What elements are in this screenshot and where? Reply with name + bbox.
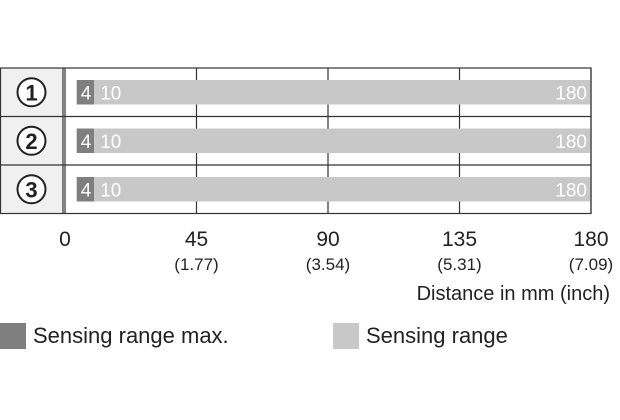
label-range-end-row-3: 180 xyxy=(555,180,587,201)
bar-range-row-3 xyxy=(94,177,591,202)
label-max-start-row-3: 4 xyxy=(81,180,92,201)
legend-item-sensing-range: Sensing range xyxy=(333,322,508,350)
legend-swatch-sensing-range xyxy=(333,323,359,349)
category-circle-3 xyxy=(16,174,47,205)
label-range-start-row-1: 10 xyxy=(100,83,121,104)
label-range-start-row-2: 10 xyxy=(100,132,121,153)
x-tick-label-135: 135 xyxy=(442,228,477,251)
bar-max-row-1 xyxy=(76,80,95,105)
legend-label-sensing-range-max: Sensing range max. xyxy=(33,323,229,348)
bar-max-row-3 xyxy=(76,177,95,202)
category-glyph-1: ① xyxy=(31,91,32,93)
category-glyph-3: ③ xyxy=(31,188,32,190)
x-tick-label-0: 0 xyxy=(59,228,71,251)
category-circle-1 xyxy=(16,77,47,108)
x-tick-label-45: 45 xyxy=(185,228,208,251)
label-max-start-row-2: 4 xyxy=(81,132,92,153)
label-range-start-row-3: 10 xyxy=(100,180,121,201)
x-tick-sublabel-90: (3.54) xyxy=(306,255,350,274)
x-tick-sublabel-180: (7.09) xyxy=(569,255,613,274)
category-label-3: 3 xyxy=(25,177,37,202)
table-border xyxy=(0,67,592,215)
bar-range-row-2 xyxy=(94,128,591,153)
legend-item-sensing-range-max: Sensing range max. xyxy=(0,322,229,350)
label-max-start-row-1: 4 xyxy=(81,83,92,104)
x-tick-label-180: 180 xyxy=(573,228,608,251)
category-label-2: 2 xyxy=(25,129,37,154)
x-tick-sublabel-135: (5.31) xyxy=(437,255,481,274)
label-range-end-row-2: 180 xyxy=(555,132,587,153)
x-tick-label-90: 90 xyxy=(316,228,339,251)
legend-swatch-sensing-range-max xyxy=(0,323,26,349)
label-range-end-row-1: 180 xyxy=(555,83,587,104)
x-axis-label: Distance in mm (inch) xyxy=(417,283,610,305)
category-label-1: 1 xyxy=(25,80,37,105)
bar-max-row-2 xyxy=(76,128,95,153)
legend-label-sensing-range: Sensing range xyxy=(366,323,508,348)
category-circle-2 xyxy=(16,125,47,156)
bar-range-row-1 xyxy=(94,80,591,105)
category-glyph-2: ② xyxy=(31,140,32,142)
x-tick-sublabel-45: (1.77) xyxy=(174,255,218,274)
